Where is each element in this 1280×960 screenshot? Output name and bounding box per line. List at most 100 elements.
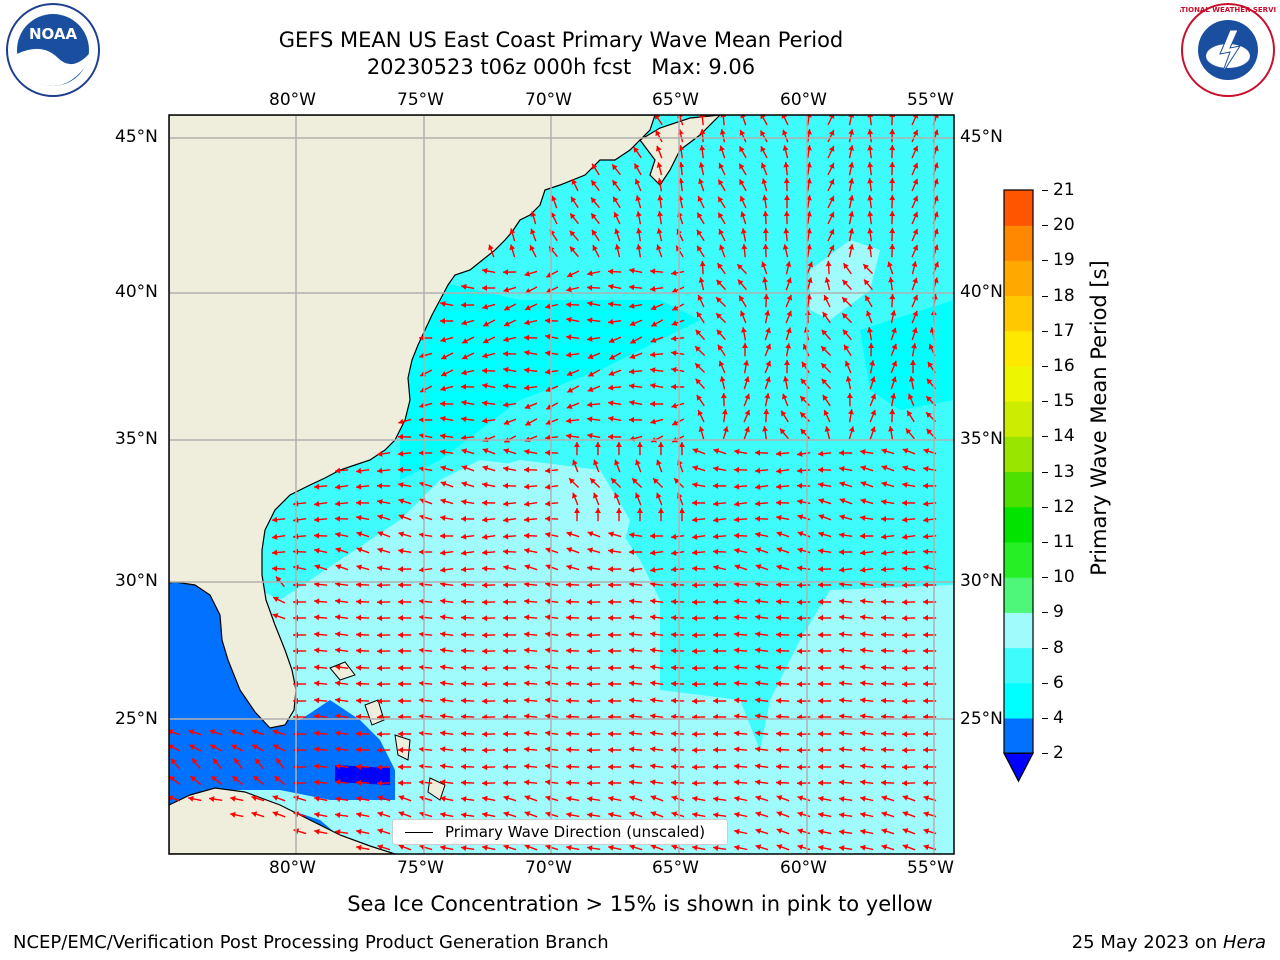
- wave-arrow: [230, 744, 244, 752]
- wave-arrow: [460, 680, 475, 687]
- wave-arrow: [398, 514, 412, 521]
- colorbar-tick-mark: [1042, 436, 1048, 437]
- wave-arrow: [418, 532, 433, 538]
- wave-arrow: [755, 564, 769, 571]
- wave-arrow: [691, 599, 706, 606]
- colorbar-tick-mark: [1042, 190, 1048, 191]
- wave-arrow: [839, 746, 853, 753]
- wave-arrow: [719, 244, 726, 258]
- wave-arrow: [712, 746, 727, 753]
- wave-arrow: [230, 795, 244, 802]
- colorbar-tick-label: 14: [1053, 426, 1075, 446]
- wave-arrow: [335, 564, 349, 571]
- wave-arrow: [911, 277, 918, 291]
- wave-arrow: [586, 796, 601, 803]
- wave-arrow: [614, 459, 621, 473]
- wave-arrow: [377, 811, 391, 818]
- colorbar-tick-label: 12: [1053, 497, 1075, 517]
- wave-arrow: [901, 599, 916, 606]
- wave-arrow: [628, 549, 643, 555]
- wave-arrow: [848, 162, 855, 176]
- wave-arrow: [670, 581, 685, 588]
- wave-arrow: [692, 811, 706, 818]
- wave-arrow: [335, 614, 349, 621]
- wave-arrow: [881, 828, 895, 835]
- lat-label-left-40n: 40°N: [115, 282, 158, 302]
- wave-arrow: [610, 477, 622, 489]
- colorbar-tick-mark: [1042, 542, 1048, 543]
- wave-arrow: [784, 195, 790, 209]
- wave-arrow: [419, 549, 433, 555]
- wave-arrow: [629, 697, 643, 704]
- wave-arrow: [657, 210, 664, 225]
- wave-arrow: [503, 401, 517, 408]
- wave-arrow: [848, 426, 855, 440]
- wave-arrow: [820, 362, 832, 374]
- wave-arrow: [355, 467, 370, 474]
- wave-arrow: [565, 598, 580, 605]
- wave-arrow: [418, 416, 433, 423]
- wave-arrow: [827, 145, 835, 159]
- colorbar-tick-mark: [1042, 296, 1048, 297]
- wave-arrow: [629, 319, 643, 327]
- wave-arrow: [911, 162, 919, 176]
- wave-arrow: [696, 245, 705, 258]
- wave-arrow: [566, 531, 580, 538]
- wave-arrow: [650, 418, 664, 425]
- wave-arrow: [397, 548, 412, 555]
- wave-arrow: [738, 179, 747, 192]
- colorbar-tick-mark: [1042, 612, 1048, 613]
- wave-arrow: [482, 400, 496, 407]
- wave-arrow: [734, 680, 748, 687]
- wave-arrow: [691, 615, 706, 622]
- wave-arrow: [776, 844, 790, 851]
- wave-arrow: [188, 744, 202, 752]
- wave-arrow: [460, 812, 475, 819]
- wave-arrow: [524, 614, 538, 621]
- wave-arrow: [629, 284, 643, 291]
- wave-arrow: [524, 547, 538, 554]
- wave-arrow: [608, 415, 622, 422]
- wave-arrow: [755, 547, 769, 554]
- wave-arrow: [608, 283, 622, 290]
- wave-arrow: [734, 795, 748, 802]
- wave-arrow: [440, 385, 454, 392]
- wave-arrow: [817, 746, 832, 753]
- wave-arrow: [860, 498, 874, 505]
- wave-arrow: [607, 433, 622, 440]
- wave-arrow: [334, 796, 349, 803]
- wave-arrow: [566, 795, 580, 802]
- colorbar-tick-mark: [1042, 577, 1048, 578]
- wave-arrow: [482, 516, 496, 523]
- wave-arrow: [565, 730, 580, 737]
- wave-arrow: [848, 211, 855, 225]
- wave-arrow: [818, 531, 832, 538]
- wave-arrow: [755, 664, 769, 671]
- wave-arrow: [889, 144, 896, 159]
- wave-arrow: [461, 369, 475, 376]
- wave-arrow: [608, 301, 622, 308]
- wave-arrow: [314, 795, 328, 802]
- wave-arrow: [696, 212, 705, 225]
- wave-arrow: [719, 129, 726, 143]
- lon-label-top-70w: 70°W: [525, 90, 572, 110]
- wave-arrow: [764, 310, 771, 324]
- wave-arrow: [817, 697, 832, 704]
- wave-arrow: [889, 210, 896, 225]
- colorbar-tick-label: 6: [1053, 673, 1064, 693]
- wave-arrow: [860, 581, 874, 588]
- wave-arrow: [488, 244, 495, 258]
- wave-arrow: [691, 731, 706, 738]
- wave-arrow: [796, 450, 811, 457]
- wave-arrow: [784, 359, 790, 374]
- wave-arrow: [657, 441, 664, 456]
- wave-arrow: [656, 162, 663, 176]
- wave-arrow: [695, 378, 706, 390]
- wave-arrow: [839, 664, 853, 671]
- footer-left: NCEP/EMC/Verification Post Processing Pr…: [13, 932, 609, 953]
- wave-arrow: [776, 514, 790, 521]
- wave-arrow: [797, 531, 811, 538]
- wave-arrow: [785, 294, 793, 308]
- wave-arrow: [796, 780, 811, 787]
- wave-arrow: [524, 349, 538, 356]
